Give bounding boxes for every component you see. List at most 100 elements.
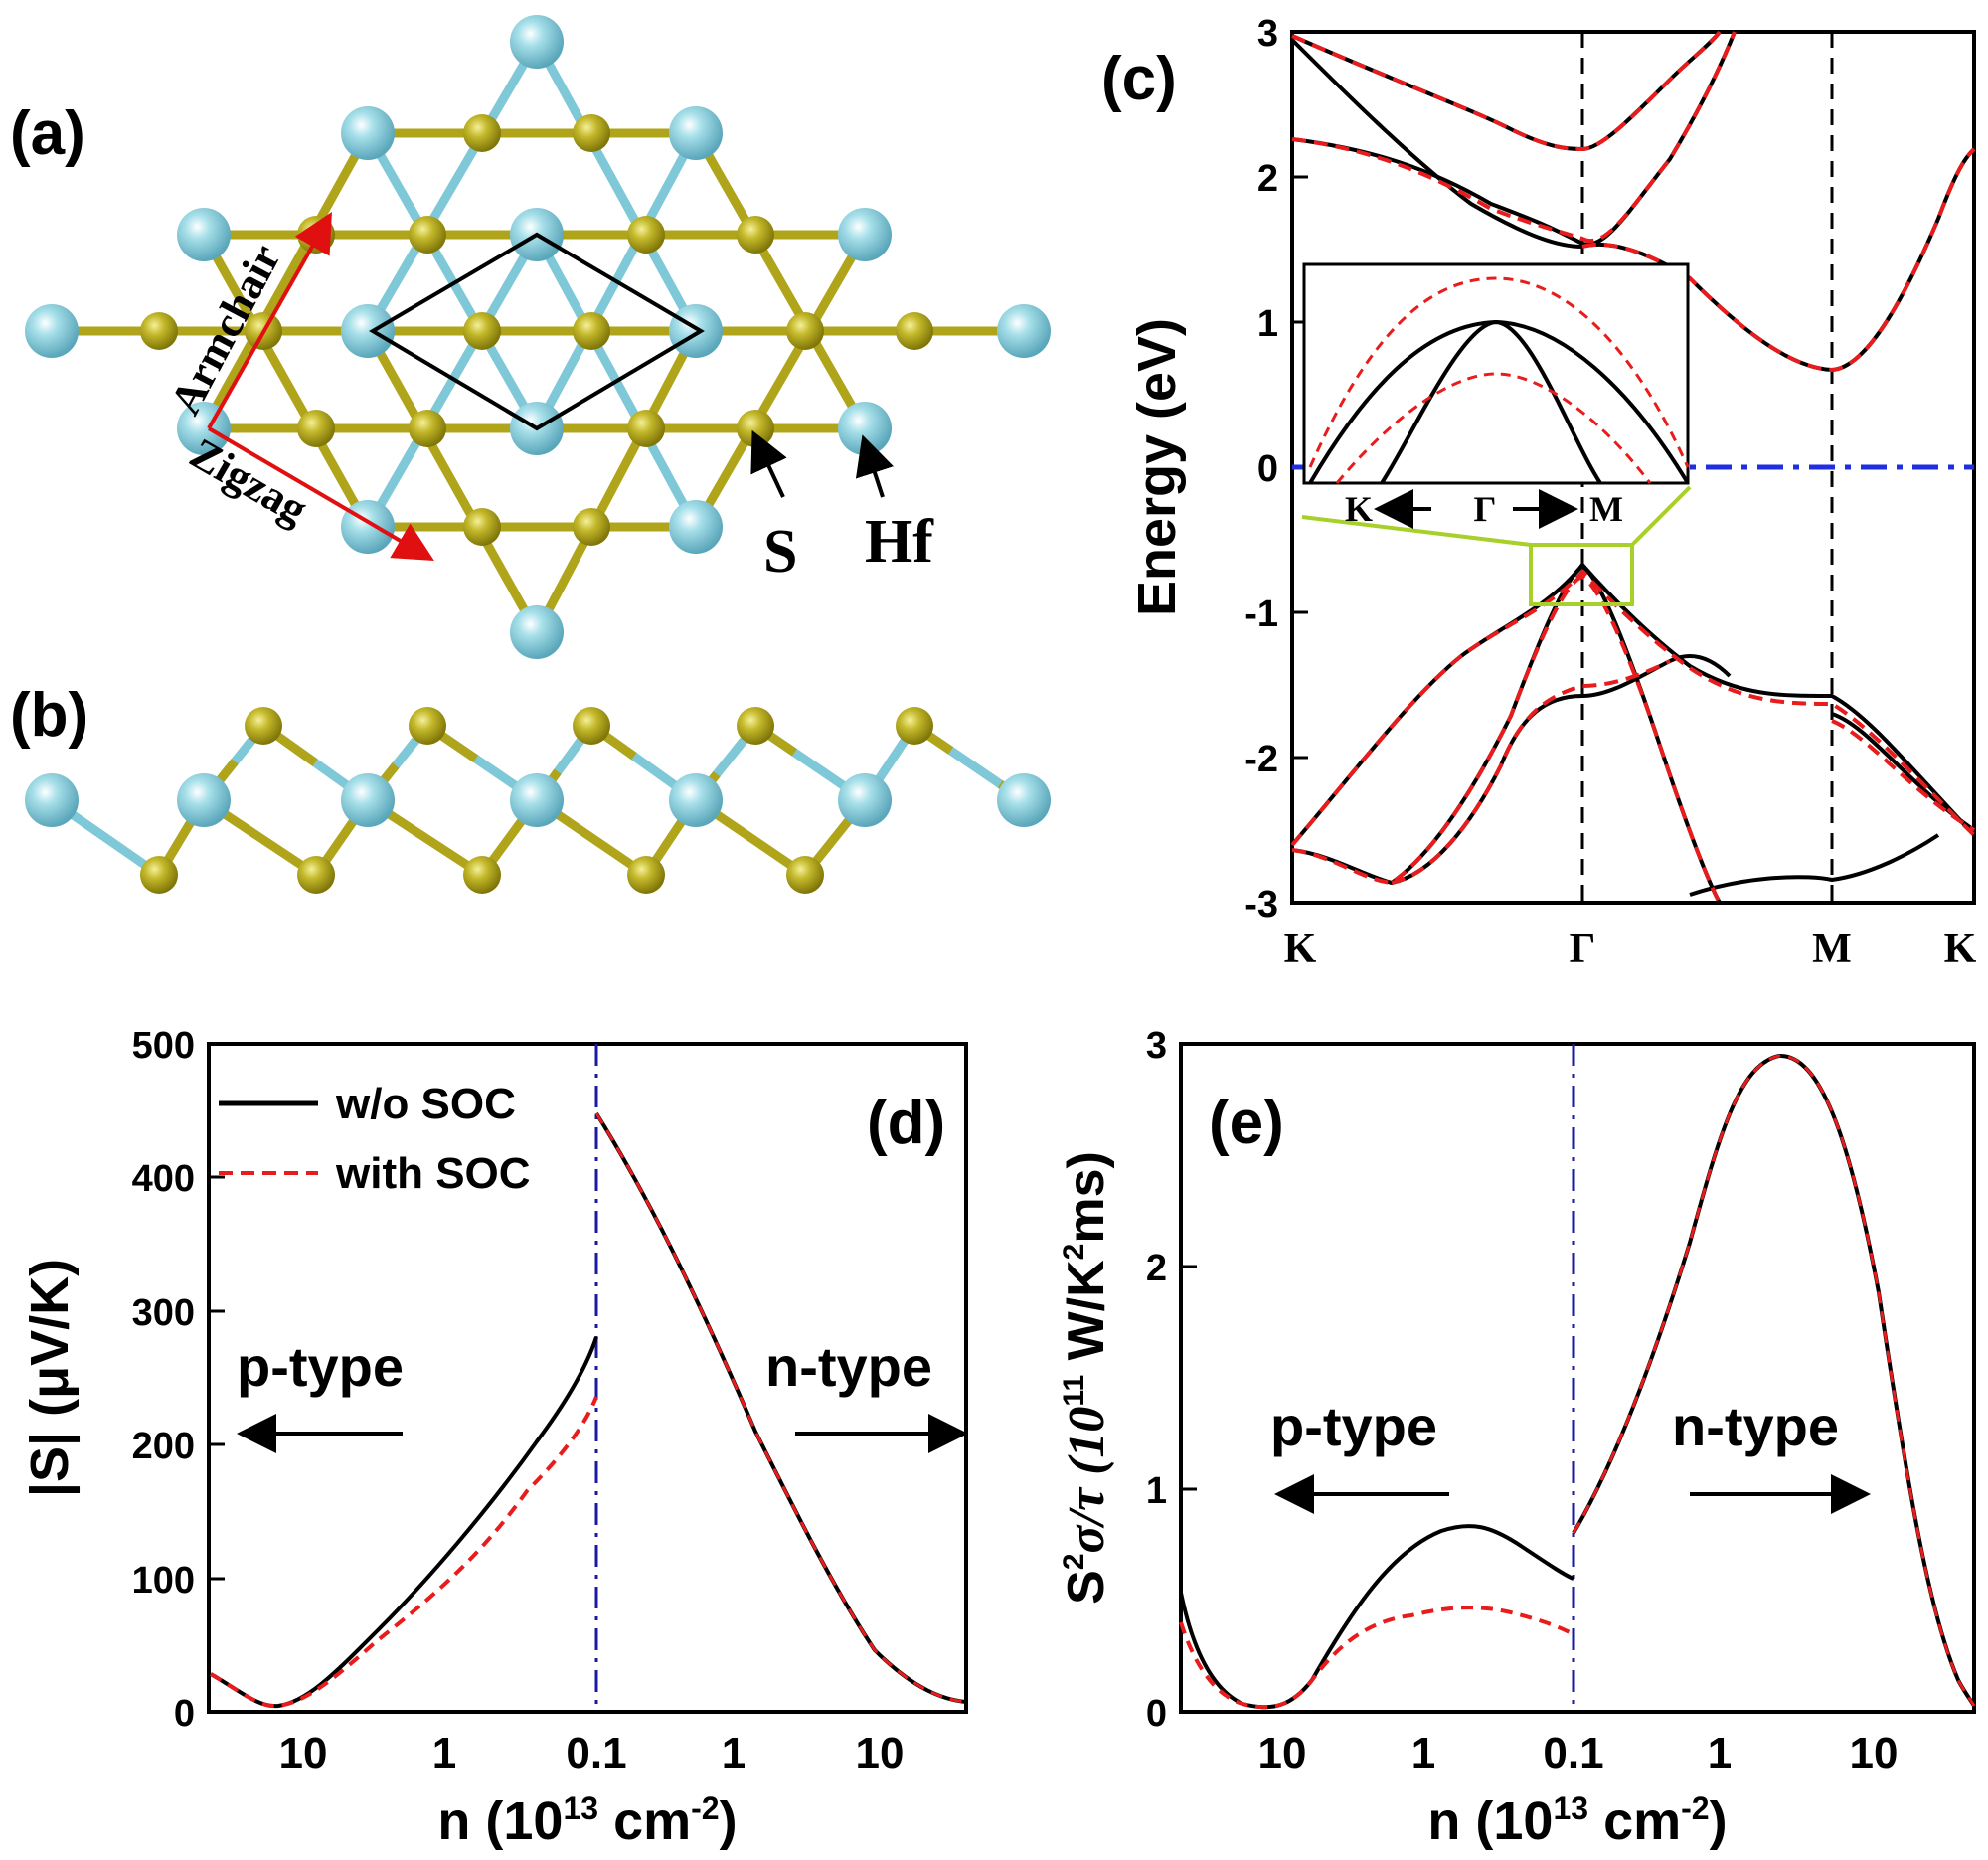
band-x-tick-labels: K Γ M K: [1284, 927, 1977, 972]
seebeck-n-wo: [594, 1111, 967, 1704]
pf-ytick-label: 3: [1146, 1025, 1167, 1067]
pf-plot-frame: [1179, 1042, 1976, 1714]
band-ytick-label: 0: [1257, 448, 1278, 490]
inset-frame: [1302, 262, 1690, 485]
seebeck-y-axis-label: |S| (μV/K): [20, 1259, 81, 1497]
hf-label: Hf: [865, 508, 934, 576]
seebeck-xtick-label: 1: [722, 1729, 746, 1777]
band-curves-with-soc: [1290, 30, 1976, 904]
seebeck-wo-soc-p: [210, 1336, 598, 1709]
pf-xtick-label: 10: [1850, 1729, 1899, 1777]
pf-ytick-label: 1: [1146, 1470, 1167, 1512]
pf-y-axis-label: S2σ/τ (1011 W/K2ms): [1058, 1151, 1115, 1605]
band-line: [1290, 561, 1976, 847]
band-ytick-label: 1: [1257, 303, 1278, 345]
seebeck-x-axis-label: n (1013 cm-2): [437, 1790, 737, 1851]
unit-cell: [369, 232, 705, 431]
zoom-connector: [1301, 515, 1532, 547]
seebeck-with-soc-p: [210, 1396, 598, 1709]
band-ytick-label: -2: [1244, 739, 1278, 780]
pf-ytick-label: 0: [1146, 1693, 1167, 1735]
pf-p-type-label: p-type: [1270, 1395, 1437, 1457]
band-line: [1291, 31, 1737, 243]
band-ytick-label: 3: [1257, 13, 1278, 55]
band-line: [1290, 569, 1976, 847]
inset-gamma-label: Γ: [1474, 489, 1497, 529]
seebeck-n-with: [594, 1112, 967, 1704]
zoom-box: [1529, 543, 1634, 606]
panel-e-label: (e): [1209, 1089, 1284, 1157]
pf-y-tick-labels: 3 2 1 0: [1146, 1025, 1167, 1735]
pf-ytick-label: 2: [1146, 1248, 1167, 1289]
seebeck-xtick-label: 0.1: [566, 1729, 626, 1777]
pf-xtick-label: 10: [1258, 1729, 1307, 1777]
zigzag-arrow: [207, 426, 434, 562]
seebeck-plot-frame: [207, 1042, 968, 1714]
n-type-label: n-type: [765, 1335, 932, 1398]
zigzag-label: Zigzag: [182, 428, 316, 534]
panel-d-label: (d): [867, 1089, 945, 1157]
band-y-tick-labels: 3 2 1 0 -1 -2 -3: [1244, 13, 1278, 926]
seebeck-x-tick-labels: 10 1 0.1 1 10: [279, 1729, 905, 1777]
pf-xtick-label: 1: [1411, 1729, 1435, 1777]
band-line: [1291, 31, 1737, 247]
band-line: [1391, 654, 1732, 885]
hf-atoms: [25, 15, 1051, 659]
panel-a-label: (a): [10, 99, 85, 168]
band-line: [1291, 30, 1722, 152]
seebeck-ytick-label: 400: [132, 1158, 195, 1200]
seebeck-y-tick-labels: 500 400 300 200 100 0: [132, 1025, 195, 1735]
panel-c: (c) 3 2 1 0 -1 -2 -3 Energy (eV) K Γ M K: [1101, 13, 1977, 972]
s-label: S: [763, 518, 797, 586]
seebeck-ytick-label: 0: [174, 1693, 195, 1735]
zoom-connector: [1630, 485, 1692, 547]
seebeck-xtick-label: 10: [856, 1729, 905, 1777]
pf-x-axis-label: n (1013 cm-2): [1427, 1790, 1727, 1851]
legend-wo-label: w/o SOC: [335, 1080, 516, 1128]
inset-m-label: M: [1589, 489, 1623, 529]
inset-k-label: K: [1345, 489, 1373, 529]
band-ytick-label: -3: [1244, 884, 1278, 926]
inset-kpath-labels: K Γ M: [1345, 489, 1623, 529]
pf-with-soc-p: [1179, 1606, 1574, 1710]
s-pointer: [750, 429, 787, 498]
pf-n-type-label: n-type: [1672, 1395, 1839, 1457]
band-y-axis-label: Energy (eV): [1127, 318, 1187, 616]
seebeck-ytick-label: 300: [132, 1292, 195, 1334]
kpoint-label: Γ: [1570, 927, 1596, 972]
hf-pointer: [855, 434, 894, 498]
panel-b-label: (b): [10, 681, 88, 750]
band-line: [1291, 30, 1722, 152]
pf-x-tick-labels: 10 1 0.1 1 10: [1258, 1729, 1899, 1777]
kpoint-label: K: [1944, 927, 1977, 972]
panel-d: (d) 500 400 300 200 100 0 10 1 0.1 1 10 …: [20, 1025, 968, 1851]
inset-band-with-soc: [1308, 276, 1690, 468]
seebeck-ytick-label: 500: [132, 1025, 195, 1067]
armchair-arrow: [207, 212, 332, 429]
pf-n-with: [1572, 1054, 1976, 1707]
band-line: [1391, 659, 1671, 885]
kpoint-label: M: [1812, 927, 1852, 972]
band-line: [1291, 574, 1722, 904]
panel-b: (b): [10, 681, 1051, 894]
seebeck-ytick-label: 100: [132, 1560, 195, 1602]
band-ytick-label: 2: [1257, 158, 1278, 200]
band-ytick-label: -1: [1244, 593, 1278, 635]
panel-c-label: (c): [1101, 45, 1177, 113]
pf-wo-soc-p: [1179, 1524, 1574, 1710]
legend-with-label: with SOC: [335, 1149, 531, 1198]
band-line: [1581, 147, 1976, 373]
band-line: [1290, 38, 1583, 249]
pf-y-ticks: [1181, 1042, 1197, 1714]
p-type-label: p-type: [237, 1335, 404, 1398]
kpoint-label: K: [1284, 927, 1317, 972]
band-line: [1831, 719, 1976, 832]
pf-n-wo: [1572, 1053, 1976, 1707]
pf-xtick-label: 0.1: [1543, 1729, 1603, 1777]
band-line: [1689, 833, 1940, 897]
seebeck-y-ticks: [209, 1042, 225, 1714]
seebeck-ytick-label: 200: [132, 1426, 195, 1467]
inset-band-wo-soc: [1380, 319, 1602, 485]
panel-a: (a): [10, 15, 1051, 659]
inset-band-with-soc: [1335, 372, 1652, 484]
